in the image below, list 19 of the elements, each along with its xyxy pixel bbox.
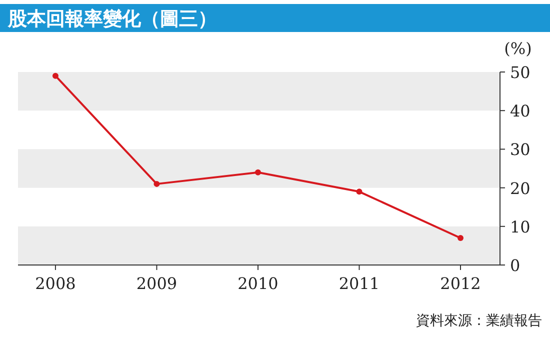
y-tick-label: 30 [510, 140, 530, 160]
point [254, 169, 261, 176]
point [52, 72, 58, 79]
y-axis-title: (%) [504, 39, 532, 58]
x-tick-label: 2009 [136, 274, 178, 293]
x-tick-label: 2010 [238, 274, 278, 293]
y-tick-label: 0 [510, 256, 520, 275]
y-tick-label: 50 [510, 63, 530, 82]
y-tick-label: 20 [510, 178, 530, 198]
x-tick-label: 2012 [440, 274, 481, 293]
point [458, 234, 464, 241]
x-tick-label: 2008 [35, 274, 76, 293]
y-tick-label: 10 [510, 217, 530, 236]
point [154, 180, 160, 187]
point [356, 188, 362, 195]
chart-title: 股本回報率變化（圖三） [7, 8, 217, 30]
x-tick-label: 2011 [338, 274, 380, 293]
y-tick-label: 40 [510, 102, 530, 121]
source-note: 資料來源：業績報告 [416, 313, 542, 329]
